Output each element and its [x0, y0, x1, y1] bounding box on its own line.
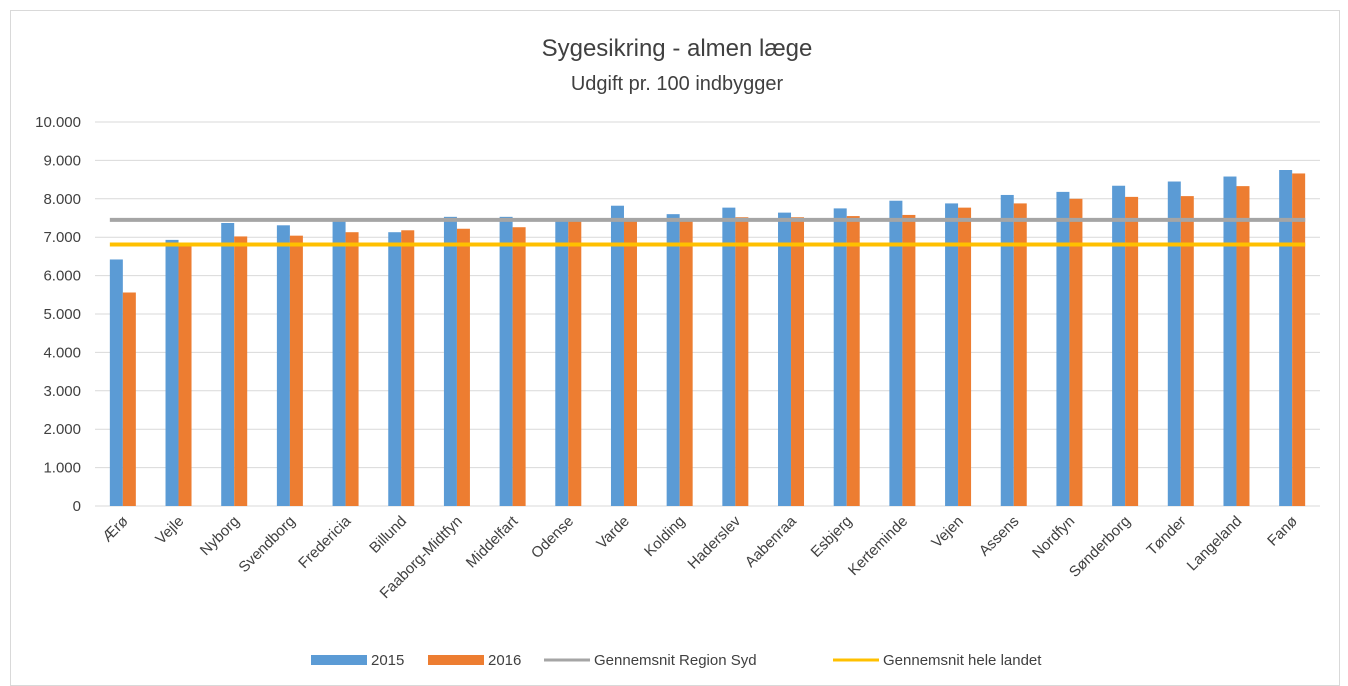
y-tick-label: 5.000	[43, 306, 81, 323]
x-tick-label: Assens	[976, 513, 1023, 560]
bar-2016-Sønderborg	[1125, 196, 1139, 506]
x-tick-label: Middelfart	[463, 512, 522, 571]
bar-2016-Kolding	[679, 219, 693, 507]
y-tick-label: 4.000	[43, 344, 81, 361]
bar-2016-Aabenraa	[791, 217, 805, 506]
x-tick-label: Fanø	[1264, 513, 1301, 550]
x-tick-label: Svendborg	[235, 513, 298, 576]
bar-2015-Faaborg-Midtfyn	[443, 216, 457, 506]
x-tick-label: Kolding	[641, 513, 688, 560]
bar-2016-Assens	[1013, 203, 1027, 506]
y-tick-label: 7.000	[43, 229, 81, 246]
x-tick-label: Varde	[593, 513, 633, 553]
bars	[109, 170, 1306, 507]
bar-2016-Vejen	[958, 207, 972, 506]
bar-2016-Tønder	[1180, 196, 1194, 506]
y-tick-label: 1.000	[43, 460, 81, 477]
x-tick-label: Haderslev	[684, 512, 744, 572]
x-tick-label: Nyborg	[197, 513, 243, 559]
x-tick-label: Nordfyn	[1029, 513, 1078, 562]
bar-2016-Vejle	[178, 243, 192, 506]
bar-2015-Nordfyn	[1056, 191, 1070, 506]
bar-2015-Vejle	[165, 239, 179, 506]
x-tick-label: Odense	[528, 513, 577, 562]
bar-2015-Kolding	[666, 214, 680, 506]
y-tick-label: 8.000	[43, 191, 81, 208]
x-tick-label: Billund	[366, 513, 410, 557]
bar-2015-Nyborg	[221, 222, 235, 506]
legend-label: 2016	[488, 652, 521, 669]
bar-2015-Tønder	[1167, 181, 1181, 506]
bar-2016-Nordfyn	[1069, 198, 1083, 507]
x-tick-label: Langeland	[1184, 513, 1246, 575]
legend: 2015 2016 Gennemsnit Region Syd Gennemsnit …	[311, 652, 1042, 669]
bar-2016-Nyborg	[234, 236, 248, 506]
bar-2016-Ærø	[122, 292, 136, 506]
legend-label: Gennemsnit Region Syd	[594, 652, 757, 669]
bar-2015-Varde	[610, 205, 624, 506]
bar-2016-Esbjerg	[846, 216, 860, 506]
bar-2016-Langeland	[1236, 186, 1250, 507]
y-tick-label: 3.000	[43, 383, 81, 400]
chart-frame: Sygesikring - almen læge Udgift pr. 100 …	[10, 10, 1340, 686]
x-tick-label: Tønder	[1143, 513, 1189, 559]
bar-2015-Billund	[388, 232, 402, 506]
bar-2015-Sønderborg	[1112, 185, 1126, 506]
y-axis-ticks: 0 1.000 2.000 3.000 4.000 5.000 6.000 7.000 8.00…	[35, 114, 81, 515]
x-tick-label: Aabenraa	[742, 512, 800, 570]
bar-2015-Fanø	[1279, 170, 1293, 506]
bar-2015-Middelfart	[499, 216, 513, 506]
bar-2015-Vejen	[945, 203, 959, 506]
bar-2015-Langeland	[1223, 176, 1237, 506]
legend-label: Gennemsnit hele landet	[883, 652, 1042, 669]
bar-2015-Ærø	[109, 259, 123, 506]
bar-2016-Haderslev	[735, 217, 749, 506]
chart-svg: Sygesikring - almen læge Udgift pr. 100 …	[35, 35, 1320, 669]
x-tick-label: Ærø	[99, 513, 132, 546]
x-tick-label: Fredericia	[295, 512, 355, 572]
bar-2015-Aabenraa	[778, 212, 792, 506]
bar-2015-Haderslev	[722, 207, 736, 506]
x-tick-label: Kerteminde	[845, 513, 911, 579]
bar-2016-Odense	[568, 221, 582, 506]
bar-2016-Svendborg	[289, 235, 303, 506]
chart-title: Sygesikring - almen læge	[542, 35, 813, 62]
y-tick-label: 2.000	[43, 421, 81, 438]
legend-swatch	[311, 655, 367, 665]
y-tick-label: 10.000	[35, 114, 81, 131]
reference-lines	[109, 217, 1306, 247]
y-tick-label: 0	[73, 498, 81, 515]
x-tick-label: Esbjerg	[808, 513, 856, 561]
y-tick-label: 6.000	[43, 268, 81, 285]
bar-2015-Odense	[555, 219, 569, 507]
bar-2016-Fanø	[1292, 173, 1306, 506]
bar-2015-Fredericia	[332, 219, 346, 507]
bar-2016-Kerteminde	[902, 214, 916, 507]
bar-2015-Assens	[1000, 194, 1014, 506]
bar-2016-Middelfart	[512, 227, 526, 506]
bar-2016-Billund	[401, 230, 415, 506]
bar-2016-Fredericia	[345, 232, 359, 506]
x-tick-label: Vejen	[928, 513, 967, 552]
bar-2016-Varde	[623, 221, 637, 506]
y-tick-label: 9.000	[43, 152, 81, 169]
x-tick-label: Vejle	[152, 513, 187, 548]
bar-2015-Svendborg	[276, 225, 290, 506]
bar-2016-Faaborg-Midtfyn	[456, 228, 470, 506]
bar-2015-Kerteminde	[889, 200, 903, 506]
bar-2015-Esbjerg	[833, 208, 847, 506]
legend-label: 2015	[371, 652, 404, 669]
legend-swatch	[428, 655, 484, 665]
chart-subtitle: Udgift pr. 100 indbygger	[571, 73, 784, 95]
